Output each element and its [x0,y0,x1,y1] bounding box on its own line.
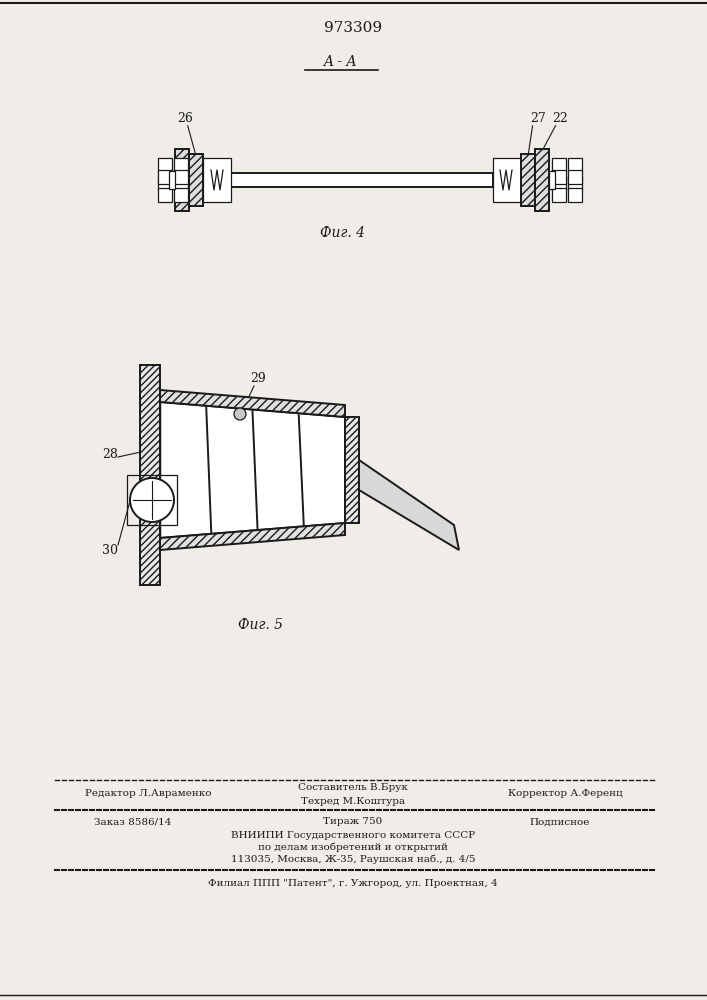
Text: 973309: 973309 [324,21,382,35]
Text: Составитель В.Брук: Составитель В.Брук [298,782,408,792]
Text: Фиг. 4: Фиг. 4 [320,226,366,240]
Text: Заказ 8586/14: Заказ 8586/14 [94,818,172,826]
Text: 22: 22 [552,112,568,125]
Polygon shape [160,402,345,538]
Bar [169,171,175,189]
Text: Корректор А.Ференц: Корректор А.Ференц [508,790,622,798]
Polygon shape [359,460,459,550]
Bar [552,158,566,172]
Polygon shape [160,390,345,417]
Bar [140,365,160,585]
Text: 27: 27 [530,112,546,125]
Bar [158,188,172,202]
Bar [568,158,582,172]
Bar [175,149,189,211]
Bar [158,176,172,190]
Bar [552,176,566,190]
Text: Подписное: Подписное [530,818,590,826]
Text: Тираж 750: Тираж 750 [323,818,382,826]
Bar [174,158,188,172]
Text: A - A: A - A [323,55,357,69]
Bar [203,158,231,202]
Text: Техред М.Коштура: Техред М.Коштура [301,796,405,806]
Text: 30: 30 [102,544,118,556]
Bar [174,170,188,184]
Text: ВНИИПИ Государственного комитета СССР: ВНИИПИ Государственного комитета СССР [231,830,475,840]
Bar [127,475,177,525]
Text: 28: 28 [102,448,118,462]
Bar [158,170,172,184]
Bar [521,154,535,206]
Text: Филиал ППП "Патент", г. Ужгород, ул. Проектная, 4: Филиал ППП "Патент", г. Ужгород, ул. Про… [208,879,498,888]
Bar [549,171,555,189]
Bar [552,188,566,202]
Bar [493,158,521,202]
Bar [568,170,582,184]
Bar [174,188,188,202]
Bar [174,176,188,190]
Bar [535,149,549,211]
Text: 26: 26 [177,112,193,125]
Circle shape [130,478,174,522]
Bar [568,176,582,190]
Bar [552,170,566,184]
Text: Фиг. 5: Фиг. 5 [238,618,283,632]
Bar [568,188,582,202]
Bar [345,417,359,523]
Bar [189,154,203,206]
Polygon shape [160,523,345,550]
Circle shape [234,408,246,420]
Bar [158,158,172,172]
Text: по делам изобретений и открытий: по делам изобретений и открытий [258,842,448,852]
Bar [203,173,493,187]
Text: 29: 29 [250,372,266,385]
Text: Редактор Л.Авраменко: Редактор Л.Авраменко [85,790,211,798]
Text: 113035, Москва, Ж-35, Раушская наб., д. 4/5: 113035, Москва, Ж-35, Раушская наб., д. … [230,854,475,864]
